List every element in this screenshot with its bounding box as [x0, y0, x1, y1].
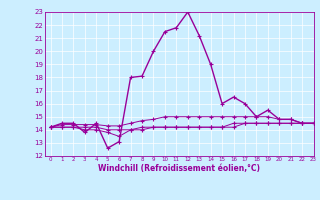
X-axis label: Windchill (Refroidissement éolien,°C): Windchill (Refroidissement éolien,°C) — [98, 164, 260, 173]
